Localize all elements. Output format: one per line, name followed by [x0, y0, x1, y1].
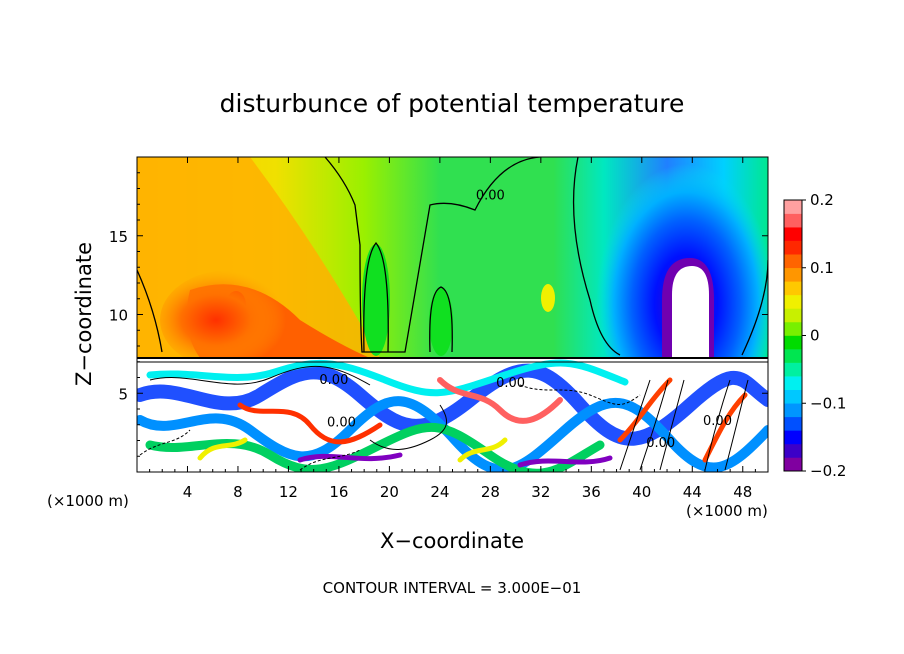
- x-tick-label: 36: [582, 483, 601, 501]
- colorbar-swatch: [784, 349, 802, 363]
- x-tick-label: 12: [279, 483, 298, 501]
- x-unit-left: (×1000 m): [47, 492, 129, 510]
- x-tick-label: 20: [380, 483, 399, 501]
- zero-contour-upper: [324, 157, 541, 353]
- contour-label: 0.00: [319, 373, 348, 388]
- bubble-2: [429, 288, 453, 356]
- contour-label: 0.00: [703, 414, 732, 429]
- colorbar-swatch: [784, 294, 802, 309]
- contour-label: 0.00: [646, 436, 675, 451]
- y-tick-label: 10: [109, 307, 128, 325]
- colorbar-swatch: [784, 200, 802, 214]
- x-axis: 4 8 12 16 20 24 28 32 36 40 44 48: [149, 157, 756, 501]
- x-tick-label: 28: [481, 483, 500, 501]
- x-tick-label: 8: [233, 483, 243, 501]
- colorbar-labels: 0.2 0.1 0 −0.1 −0.2: [802, 191, 846, 480]
- chart-title: disturbunce of potential temperature: [220, 89, 685, 118]
- colorbar-swatch: [784, 281, 802, 296]
- x-tick-label: 44: [683, 483, 702, 501]
- x-tick-label: 16: [329, 483, 348, 501]
- turbulent-bands: [137, 359, 768, 472]
- warm-glow: [160, 270, 300, 370]
- lower-contours: [139, 365, 749, 471]
- x-tick-label: 32: [531, 483, 550, 501]
- bubble-1: [362, 244, 390, 356]
- colorbar-tick-label: 0.2: [810, 191, 834, 209]
- colorbar-tick-label: 0: [810, 327, 820, 345]
- x-axis-label: X−coordinate: [380, 529, 524, 553]
- colorbar-swatch: [784, 321, 802, 336]
- colorbar-swatch: [784, 335, 802, 350]
- x-tick-label: 24: [430, 483, 449, 501]
- colorbar-swatch: [784, 267, 802, 282]
- colorbar: [783, 199, 803, 472]
- y-tick-label: 5: [118, 385, 128, 403]
- x-unit-right: (×1000 m): [686, 502, 768, 520]
- contour-interval-note: CONTOUR INTERVAL = 3.000E−01: [323, 579, 582, 597]
- colorbar-swatch: [784, 416, 802, 431]
- x-tick-label: 4: [183, 483, 193, 501]
- colorbar-swatch: [784, 457, 802, 472]
- x-tick-label: 48: [733, 483, 752, 501]
- colorbar-swatch: [784, 308, 802, 323]
- y-tick-label: 15: [109, 228, 128, 246]
- zero-contour-left: [137, 269, 163, 353]
- colorbar-swatch: [784, 240, 802, 255]
- y-axis-label: Z−coordinate: [72, 242, 96, 386]
- colorbar-swatch: [784, 227, 802, 241]
- white-plume: [672, 266, 709, 358]
- colorbar-swatch: [784, 403, 802, 418]
- y-axis: 5 10 15: [109, 172, 768, 457]
- colorbar-tick-label: −0.1: [810, 394, 846, 412]
- colorbar-swatch: [784, 254, 802, 269]
- colorbar-swatch: [784, 213, 802, 228]
- zero-contour-bubble-1: [363, 241, 389, 353]
- colorbar-tick-label: −0.2: [810, 462, 846, 480]
- colorbar-swatch: [784, 389, 802, 404]
- contour-label: 0.00: [496, 376, 525, 391]
- colorbar-swatch: [784, 376, 802, 390]
- colorbar-swatch: [784, 430, 802, 445]
- colorbar-swatch: [784, 443, 802, 458]
- plot-area: 0.00 0.00 0.00 0.00 0.00 0.00: [137, 157, 768, 472]
- contour-labels: 0.00 0.00 0.00 0.00 0.00 0.00: [319, 189, 732, 451]
- x-tick-label: 40: [632, 483, 651, 501]
- colorbar-swatch: [784, 362, 802, 377]
- zero-contour-bubble-2: [429, 286, 453, 353]
- colorbar-tick-label: 0.1: [810, 259, 834, 277]
- yellow-spot: [541, 284, 555, 312]
- contour-label: 0.00: [327, 415, 356, 430]
- contour-label: 0.00: [476, 189, 505, 204]
